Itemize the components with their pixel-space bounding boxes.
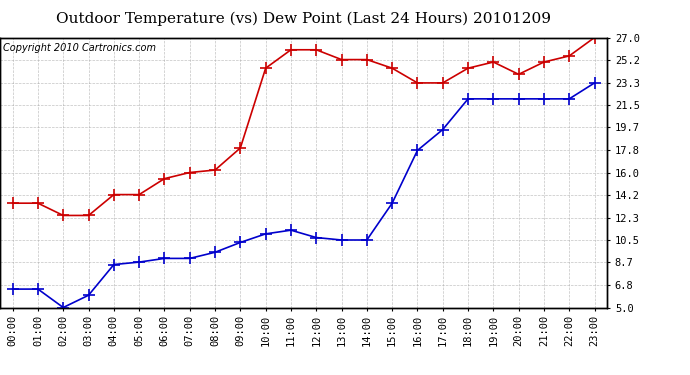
Text: Copyright 2010 Cartronics.com: Copyright 2010 Cartronics.com [3,43,156,53]
Text: Outdoor Temperature (vs) Dew Point (Last 24 Hours) 20101209: Outdoor Temperature (vs) Dew Point (Last… [56,11,551,26]
